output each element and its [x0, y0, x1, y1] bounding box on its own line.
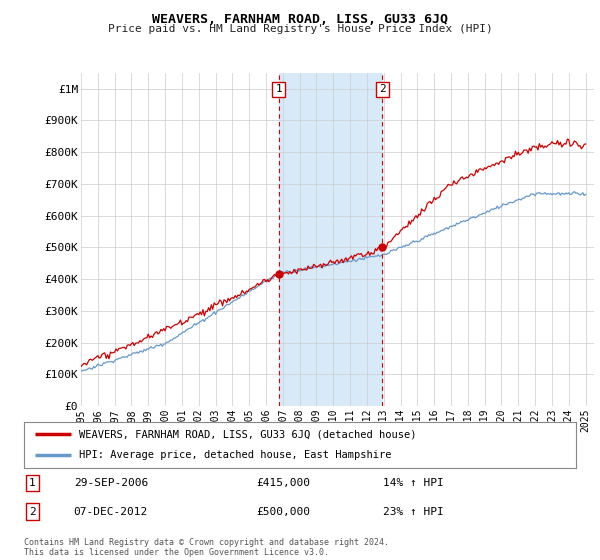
Text: WEAVERS, FARNHAM ROAD, LISS, GU33 6JQ (detached house): WEAVERS, FARNHAM ROAD, LISS, GU33 6JQ (d… [79, 429, 416, 439]
Text: 1: 1 [29, 478, 35, 488]
Text: Price paid vs. HM Land Registry's House Price Index (HPI): Price paid vs. HM Land Registry's House … [107, 24, 493, 34]
Text: 1: 1 [275, 85, 282, 95]
Bar [278, 73, 382, 406]
Text: WEAVERS, FARNHAM ROAD, LISS, GU33 6JQ: WEAVERS, FARNHAM ROAD, LISS, GU33 6JQ [152, 13, 448, 26]
Text: 29-SEP-2006: 29-SEP-2006 [74, 478, 148, 488]
Text: 2: 2 [29, 507, 35, 516]
Text: 2: 2 [379, 85, 386, 95]
Text: £500,000: £500,000 [256, 507, 310, 516]
Text: 23% ↑ HPI: 23% ↑ HPI [383, 507, 443, 516]
Text: £415,000: £415,000 [256, 478, 310, 488]
Text: Contains HM Land Registry data © Crown copyright and database right 2024.
This d: Contains HM Land Registry data © Crown c… [24, 538, 389, 557]
Text: HPI: Average price, detached house, East Hampshire: HPI: Average price, detached house, East… [79, 450, 392, 460]
Text: 14% ↑ HPI: 14% ↑ HPI [383, 478, 443, 488]
Text: 07-DEC-2012: 07-DEC-2012 [74, 507, 148, 516]
